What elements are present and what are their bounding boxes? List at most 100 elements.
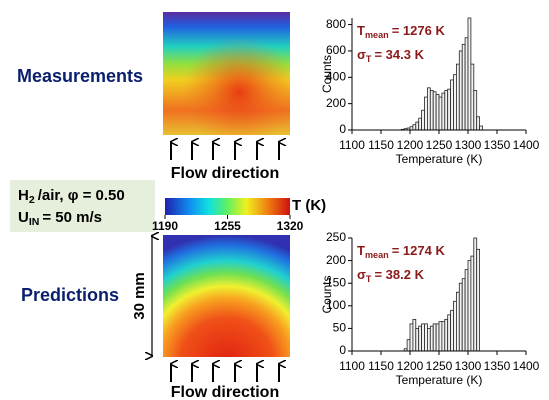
bar bbox=[427, 328, 430, 351]
bar bbox=[456, 292, 459, 351]
bar bbox=[427, 88, 430, 130]
x-axis-label: Temperature (K) bbox=[396, 373, 483, 387]
bar bbox=[468, 18, 471, 130]
bar bbox=[456, 64, 459, 130]
colorbar-label: T (K) bbox=[292, 197, 326, 214]
text: = 50 m/s bbox=[42, 209, 102, 226]
text: = 1274 K bbox=[392, 243, 446, 258]
subscript: IN bbox=[29, 216, 40, 228]
colorbar-tick-label: 1255 bbox=[214, 219, 241, 233]
y-tick-label: 250 bbox=[326, 230, 346, 244]
scale-label: 30 mm bbox=[131, 272, 148, 320]
bar bbox=[454, 75, 457, 130]
symbol: H bbox=[18, 187, 29, 204]
colorbar bbox=[165, 198, 290, 215]
bar bbox=[433, 324, 436, 351]
bar bbox=[416, 122, 419, 130]
y-tick-label: 0 bbox=[339, 343, 346, 357]
predicted-field bbox=[163, 235, 290, 357]
x-axis-label: Temperature (K) bbox=[396, 152, 483, 166]
bar bbox=[410, 324, 413, 351]
measured-field-core bbox=[163, 12, 290, 135]
colorbar-tick-label: 1190 bbox=[152, 219, 178, 233]
x-tick-label: 1300 bbox=[455, 359, 482, 373]
bar bbox=[430, 326, 433, 351]
colorbar-tick-label: 1320 bbox=[277, 219, 304, 233]
y-tick-label: 200 bbox=[326, 253, 346, 267]
x-tick-label: 1400 bbox=[513, 138, 540, 152]
bar bbox=[448, 315, 451, 351]
bar bbox=[442, 322, 445, 351]
bar bbox=[422, 324, 425, 351]
bar bbox=[459, 283, 462, 351]
symbol: T bbox=[357, 23, 365, 38]
y-tick-label: 200 bbox=[326, 96, 346, 110]
y-axis-label: Counts bbox=[320, 275, 334, 313]
annotation: Tmean= 1274 K bbox=[357, 243, 445, 260]
subscript: mean bbox=[365, 30, 389, 40]
x-tick-label: 1200 bbox=[397, 138, 424, 152]
bar bbox=[468, 261, 471, 351]
bar bbox=[425, 97, 428, 130]
x-tick-label: 1350 bbox=[484, 359, 511, 373]
bar bbox=[459, 51, 462, 130]
x-tick-label: 1150 bbox=[368, 138, 394, 152]
bar bbox=[419, 326, 422, 351]
bar bbox=[433, 92, 436, 130]
bar bbox=[462, 279, 465, 351]
bar bbox=[480, 126, 483, 130]
subscript: T bbox=[366, 274, 372, 284]
symbol: T bbox=[357, 243, 365, 258]
bar bbox=[436, 324, 439, 351]
flow-label: Flow direction bbox=[171, 165, 279, 182]
annotation: Tmean= 1276 K bbox=[357, 23, 445, 40]
y-axis-label: Counts bbox=[320, 55, 334, 93]
bar bbox=[442, 93, 445, 130]
bar bbox=[474, 90, 477, 130]
bar bbox=[451, 310, 454, 351]
bar bbox=[439, 322, 442, 351]
bar bbox=[451, 80, 454, 130]
symbol: U bbox=[18, 209, 29, 226]
figure: Measurements Predictions Flow direction … bbox=[0, 0, 549, 400]
bar bbox=[454, 301, 457, 351]
bar bbox=[436, 94, 439, 130]
text: /air, φ = 0.50 bbox=[38, 187, 125, 204]
symbol: σ bbox=[357, 47, 366, 62]
x-tick-label: 1350 bbox=[484, 138, 511, 152]
y-tick-label: 800 bbox=[326, 17, 346, 31]
bar bbox=[407, 340, 410, 351]
x-tick-label: 1250 bbox=[426, 359, 453, 373]
bar bbox=[430, 90, 433, 130]
bar bbox=[465, 38, 468, 130]
x-tick-label: 1400 bbox=[513, 359, 540, 373]
x-tick-label: 1300 bbox=[455, 138, 482, 152]
bar bbox=[413, 125, 416, 130]
bar bbox=[445, 319, 448, 351]
bar bbox=[416, 328, 419, 351]
bar bbox=[474, 238, 477, 351]
bar bbox=[445, 90, 448, 130]
x-tick-label: 1100 bbox=[339, 138, 365, 152]
annotation: σT= 38.2 K bbox=[357, 267, 425, 284]
bar bbox=[425, 324, 428, 351]
annotation: σT= 34.3 K bbox=[357, 47, 425, 64]
y-tick-label: 50 bbox=[333, 321, 347, 335]
subscript: T bbox=[366, 54, 372, 64]
bar bbox=[471, 256, 474, 351]
bar bbox=[477, 117, 480, 130]
symbol: σ bbox=[357, 267, 366, 282]
bar bbox=[419, 118, 422, 130]
bar bbox=[448, 89, 451, 130]
flow-label: Flow direction bbox=[171, 384, 279, 400]
row-label: Predictions bbox=[21, 285, 119, 305]
x-tick-label: 1150 bbox=[368, 359, 394, 373]
bar bbox=[465, 270, 468, 351]
text: = 34.3 K bbox=[374, 47, 424, 62]
subscript: 2 bbox=[29, 194, 35, 206]
subscript: mean bbox=[365, 250, 389, 260]
bar bbox=[413, 319, 416, 351]
text: = 38.2 K bbox=[374, 267, 424, 282]
y-tick-label: 0 bbox=[339, 122, 346, 136]
bar bbox=[471, 64, 474, 130]
